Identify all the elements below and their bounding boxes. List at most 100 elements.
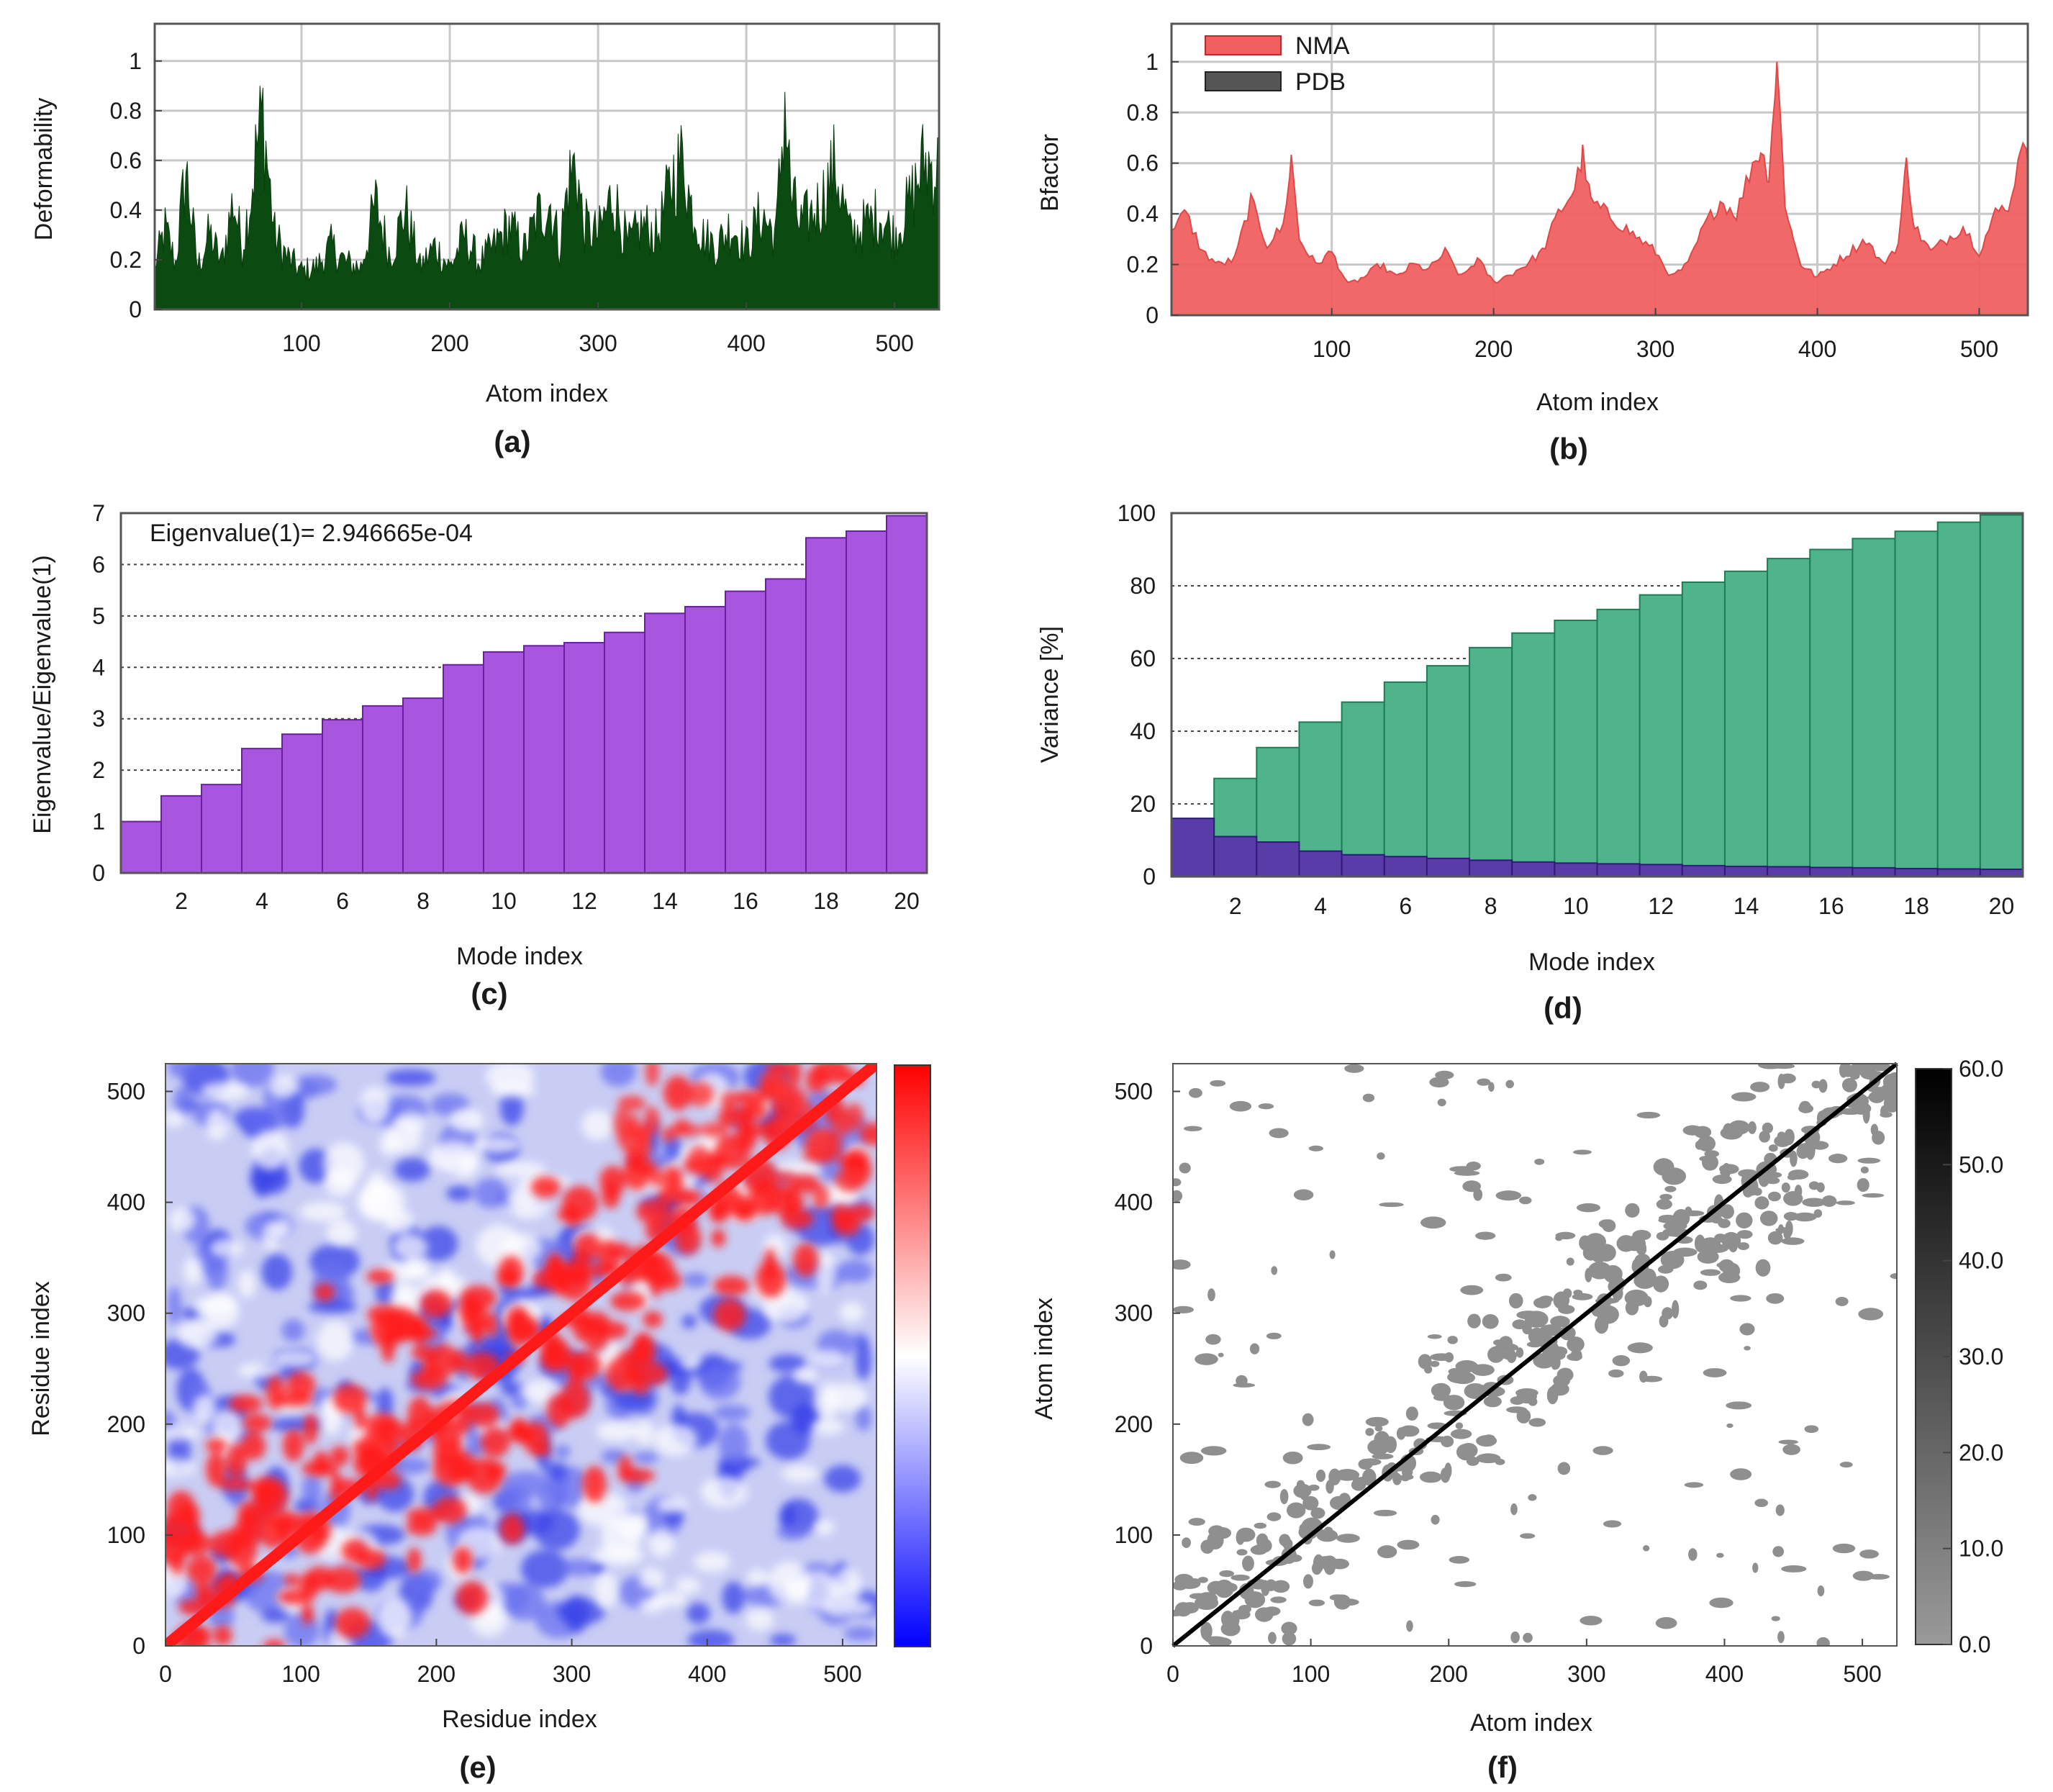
neutral-patch (781, 1465, 819, 1483)
neutral-patch (792, 1368, 817, 1384)
neutral-patch (166, 1110, 185, 1127)
contact-patch (1229, 1100, 1252, 1112)
contact-patch (1705, 1244, 1728, 1253)
contact-patch (1281, 1621, 1297, 1635)
contact-patch (1261, 1580, 1270, 1596)
panel-c-annotation: Eigenvalue(1)= 2.946665e-04 (150, 520, 473, 547)
panel-a-ylabel: Deformability (30, 98, 58, 240)
contact-patch (1659, 1193, 1672, 1200)
anticorrelation-patch (545, 1461, 568, 1481)
neutral-patch (299, 1202, 346, 1222)
correlation-patch (466, 1458, 503, 1494)
correlation-patch (213, 1625, 232, 1646)
colorbar-tick-label: 50.0 (1959, 1151, 2003, 1177)
correlation-patch (541, 1337, 572, 1372)
contact-patch (1208, 1525, 1225, 1537)
correlation-patch (314, 1283, 335, 1302)
contact-patch (1557, 1462, 1571, 1475)
anticorrelation-patch (769, 1354, 807, 1373)
neutral-patch (491, 1082, 536, 1098)
neutral-patch (251, 1130, 289, 1170)
anticorrelation-patch (167, 1286, 182, 1325)
individual-variance-bar (1341, 854, 1385, 877)
ytick-label: 0.2 (110, 247, 142, 273)
contact-patch (1550, 1316, 1570, 1328)
contact-patch (1587, 1262, 1612, 1280)
contact-patch (1828, 1154, 1848, 1164)
contact-patch (1592, 1446, 1613, 1455)
contact-patch (1747, 1121, 1757, 1134)
contact-patch (1431, 1514, 1440, 1525)
contact-patch (1510, 1503, 1518, 1516)
anticorrelation-patch (168, 1064, 191, 1078)
contact-patch (1218, 1352, 1224, 1357)
panel-f-colorbar-ticks: 0.0 10.0 20.0 30.0 40.0 50.0 60.0 (1943, 1056, 2003, 1657)
anticorrelation-patch (682, 1272, 709, 1288)
anticorrelation-patch (855, 1338, 872, 1380)
contact-patch (1736, 1212, 1753, 1228)
correlation-patch (700, 1122, 729, 1138)
panel-e-frame (165, 1063, 877, 1647)
panel-c-bars (120, 515, 928, 874)
panel-c-xticks: 2 4 6 8 10 12 14 16 18 20 (175, 888, 920, 914)
eigen-bar (402, 697, 444, 874)
individual-variance-bar (1554, 862, 1598, 877)
correlation-patch (408, 1316, 430, 1344)
correlation-patch (582, 1465, 607, 1503)
contact-patch (1379, 1202, 1404, 1208)
xtick-label: 200 (430, 330, 468, 356)
ytick-label: 0.8 (1127, 99, 1159, 125)
ytick-label: 400 (1115, 1190, 1153, 1216)
panel-e-correlation-map: 0 100 200 300 400 500 0 100 200 300 400 500 Residu… (27, 1063, 931, 1784)
individual-variance-bar (1894, 867, 1939, 878)
ytick-label: 100 (107, 1522, 145, 1548)
legend-swatch-nma (1205, 35, 1282, 55)
panel-d-variance: 2 4 6 8 10 12 14 16 18 20 0 20 40 60 80 100 Mode index… (1036, 500, 2024, 1025)
xtick-label: 200 (1430, 1661, 1468, 1687)
anticorrelation-patch (699, 1363, 741, 1400)
correlation-patch (711, 1228, 726, 1247)
contact-patch (1482, 1434, 1496, 1444)
ytick-label: 200 (107, 1411, 145, 1437)
cumulative-variance-bar (1979, 514, 2024, 878)
contact-patch (1700, 1269, 1721, 1276)
xtick-label: 20 (894, 888, 920, 914)
anticorrelation-patch (261, 1608, 290, 1623)
contact-patch (1752, 1187, 1762, 1196)
contact-patch (1429, 1360, 1440, 1367)
correlation-patch (793, 1243, 819, 1277)
neutral-patch (638, 1567, 664, 1590)
xtick-label: 2 (175, 888, 188, 914)
anticorrelation-patch (561, 1558, 597, 1577)
individual-variance-bar (1171, 818, 1215, 877)
cumulative-variance-bar (1681, 581, 1726, 877)
contact-patch (1726, 1401, 1752, 1410)
correlation-patch (733, 1090, 769, 1105)
eigen-bar (120, 820, 162, 874)
contact-patch (1207, 1637, 1232, 1646)
contact-patch (1510, 1631, 1520, 1644)
neutral-patch (326, 1220, 357, 1246)
ytick-label: 3 (92, 706, 105, 732)
contact-patch (1225, 1618, 1238, 1632)
contact-patch (1397, 1539, 1420, 1550)
correlation-patch (303, 1413, 318, 1445)
panel-a-deformability: 100 200 300 400 500 0 0.2 0.4 0.6 0.8 1 Atom inde… (30, 22, 941, 458)
neutral-patch (379, 1133, 400, 1157)
contact-patch (1546, 1386, 1559, 1405)
contact-patch (1182, 1537, 1191, 1548)
correlation-patch (240, 1432, 266, 1460)
anticorrelation-patch (445, 1185, 473, 1202)
correlation-patch (624, 1154, 650, 1191)
correlation-patch (427, 1344, 460, 1377)
contact-patch (1538, 1295, 1554, 1303)
correlation-patch (365, 1413, 400, 1437)
contact-patch (1566, 1257, 1574, 1266)
panel-b-ylabel: Bfactor (1036, 134, 1064, 212)
contact-patch (1608, 1369, 1624, 1378)
contact-patch (1639, 1370, 1648, 1383)
contact-patch (1249, 1343, 1260, 1354)
ytick-label: 0.6 (110, 148, 142, 173)
xtick-label: 300 (579, 330, 617, 356)
xtick-label: 16 (733, 888, 758, 914)
